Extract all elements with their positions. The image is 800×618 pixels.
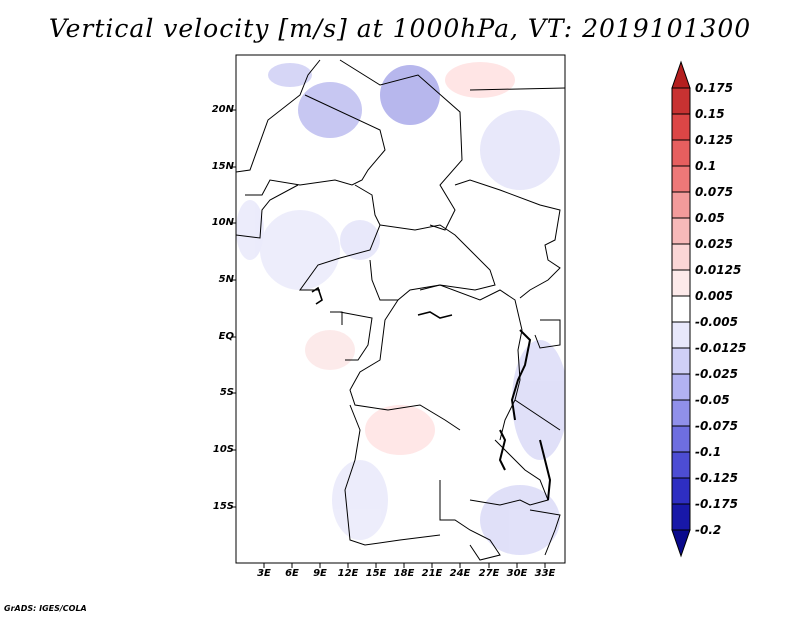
colorbar-label: 0.005 [695, 289, 733, 303]
colorbar-label: 0.125 [695, 133, 733, 147]
colorbar-label: 0.075 [695, 185, 733, 199]
colorbar-box [671, 165, 691, 193]
lon-label: 27E [478, 568, 500, 579]
lon-label: 21E [421, 568, 443, 579]
colorbar-label: -0.025 [695, 367, 738, 381]
lat-label: 10N [211, 217, 234, 228]
lat-label: EQ [218, 331, 234, 342]
colorbar-label: -0.125 [695, 471, 738, 485]
colorbar-label: 0.05 [695, 211, 725, 225]
colorbar-box [671, 295, 691, 323]
lon-label: 9E [313, 568, 327, 579]
lon-label: 30E [506, 568, 528, 579]
grads-credit: GrADS: IGES/COLA [4, 604, 87, 613]
colorbar-label: 0.0125 [695, 263, 742, 277]
colorbar-box [671, 373, 691, 401]
lat-label: 5N [218, 274, 234, 285]
colorbar-box [671, 529, 691, 558]
colorbar-label: -0.0125 [695, 341, 747, 355]
colorbar-box [671, 503, 691, 531]
colorbar-label: -0.05 [695, 393, 730, 407]
colorbar-label: -0.075 [695, 419, 738, 433]
lon-label: 3E [257, 568, 271, 579]
colorbar-label: -0.1 [695, 445, 722, 459]
lat-label: 15N [211, 161, 234, 172]
lon-label: 6E [285, 568, 299, 579]
velocity-shading [236, 55, 565, 563]
colorbar-box [671, 139, 691, 167]
chart-title: Vertical velocity [m/s] at 1000hPa, VT: … [48, 14, 752, 43]
colorbar-label: -0.005 [695, 315, 738, 329]
colorbar-boxes [671, 60, 691, 558]
colorbar-box [671, 191, 691, 219]
lon-label: 12E [337, 568, 359, 579]
colorbar-box [671, 477, 691, 505]
lon-label: 24E [449, 568, 471, 579]
colorbar-box [671, 321, 691, 349]
lat-label: 10S [212, 444, 234, 455]
colorbar-label: -0.2 [695, 523, 722, 537]
lon-label: 15E [365, 568, 387, 579]
colorbar-label: 0.175 [695, 81, 733, 95]
lat-label: 5S [219, 387, 234, 398]
colorbar-box [671, 347, 691, 375]
lon-label: 33E [534, 568, 556, 579]
colorbar-label: 0.1 [695, 159, 717, 173]
lat-label: 20N [211, 104, 234, 115]
lat-label: 15S [212, 501, 234, 512]
colorbar-box [671, 269, 691, 297]
colorbar-box [671, 425, 691, 453]
colorbar-box [671, 243, 691, 271]
lon-label: 18E [393, 568, 415, 579]
colorbar-label: 0.025 [695, 237, 733, 251]
colorbar-box [671, 399, 691, 427]
colorbar-box [671, 113, 691, 141]
colorbar-box [671, 60, 691, 89]
colorbar-box [671, 87, 691, 115]
colorbar-label: 0.15 [695, 107, 725, 121]
colorbar-box [671, 217, 691, 245]
colorbar-box [671, 451, 691, 479]
colorbar-label: -0.175 [695, 497, 738, 511]
